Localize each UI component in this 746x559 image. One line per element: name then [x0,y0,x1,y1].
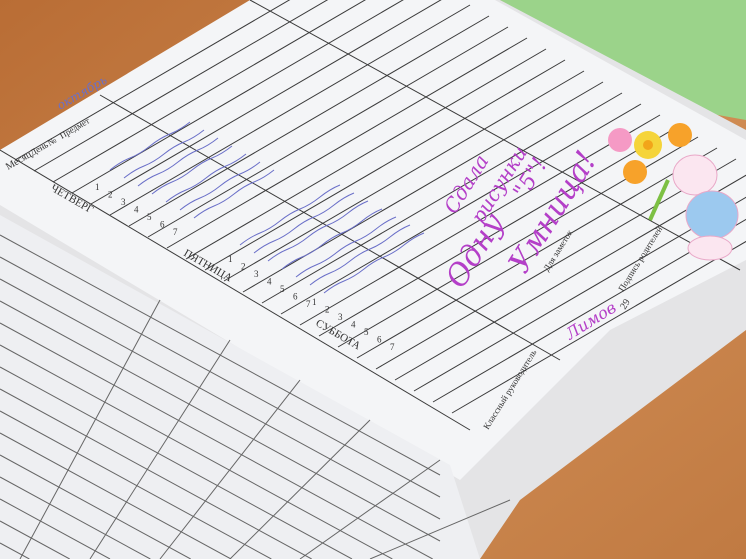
lesson-number: 2 [108,190,113,200]
left-page-column-line [19,299,161,559]
lesson-number: 6 [377,335,382,345]
handwritten-subject [267,200,369,262]
left-page-row-line [0,410,272,559]
left-page-row-line [0,454,191,559]
left-page-row-line [0,278,441,520]
lesson-number: 2 [241,262,246,272]
lesson-number: 1 [228,254,233,264]
left-page-column-line [369,499,511,559]
schedule-row-line [299,114,661,326]
left-page-column-line [89,339,231,559]
schedule-row-line [223,70,585,282]
schedule-row-line [451,240,746,414]
handwritten-subject [239,184,341,246]
left-page-column-line [159,379,301,559]
schedule-column-line [249,0,741,271]
lesson-number: 2 [325,305,330,315]
schedule-row-line [128,15,490,227]
handwritten-subject [323,232,425,294]
left-page-column-line [299,459,441,559]
schedule-row-line [280,103,642,315]
left-page-column-line [229,419,371,559]
left-page-row-line [0,432,232,559]
schedule-row-line [52,0,366,183]
handwritten-entries [109,121,425,294]
lesson-number: 1 [312,297,317,307]
left-page-row-line [0,542,30,559]
handwritten-subject [151,145,233,195]
lesson-number: 5 [280,284,285,294]
lesson-number: 7 [306,299,311,309]
lesson-number: 6 [160,220,165,230]
lesson-number: 7 [390,342,395,352]
schedule-row-line [204,59,566,271]
handwritten-subject [295,216,397,278]
handwritten-subject [309,224,411,286]
lesson-number: 6 [293,292,298,302]
lesson-number: 1 [95,182,100,192]
left-page-row-line [0,256,441,498]
left-page-row-line [0,366,353,559]
schedule-row-line [147,26,509,238]
schedule-row-line [375,158,737,370]
schedule-row-line [356,147,718,359]
left-page-row-line [0,520,70,559]
schedule-row-line [318,125,680,337]
green-notebook [500,0,746,120]
left-page-row-line [0,498,111,559]
handwritten-subject [179,161,261,211]
left-page-row-line [0,344,393,559]
lesson-number: 3 [254,269,259,279]
schedule-row-line [109,4,471,216]
handwritten-subject [123,129,205,179]
schedule-row-line [166,37,528,249]
lesson-number: 3 [121,197,126,207]
lesson-number: 4 [134,205,139,215]
left-page-row-line [0,476,151,559]
left-page-row-line [0,322,433,559]
lesson-number: 5 [147,212,152,222]
schedule-row-line [261,92,623,304]
lesson-number: 4 [351,320,356,330]
lesson-number: 4 [267,277,272,287]
handwritten-subject [281,208,383,270]
page-number: 29 [618,297,633,311]
schedule-row-line [90,0,442,205]
handwritten-subject [109,121,191,171]
schedule-column-line [0,149,471,431]
handwritten-subject [253,192,355,254]
left-page-grid [0,234,511,559]
schedule-row-line [33,0,329,172]
handwritten-subject [193,169,275,219]
lesson-number: 7 [173,227,178,237]
schedule-row-line [185,48,547,260]
bunny-with-flowers-icon [608,123,739,261]
left-page-row-line [0,300,441,542]
schedule-column-line [99,94,561,361]
schedule-row-line [71,0,404,194]
lesson-number: 5 [364,327,369,337]
lesson-number: 3 [338,312,343,322]
schedule-row-line [14,0,291,161]
handwritten-subject [137,137,219,187]
left-page-row-line [0,388,312,559]
handwritten-subject [165,153,247,203]
